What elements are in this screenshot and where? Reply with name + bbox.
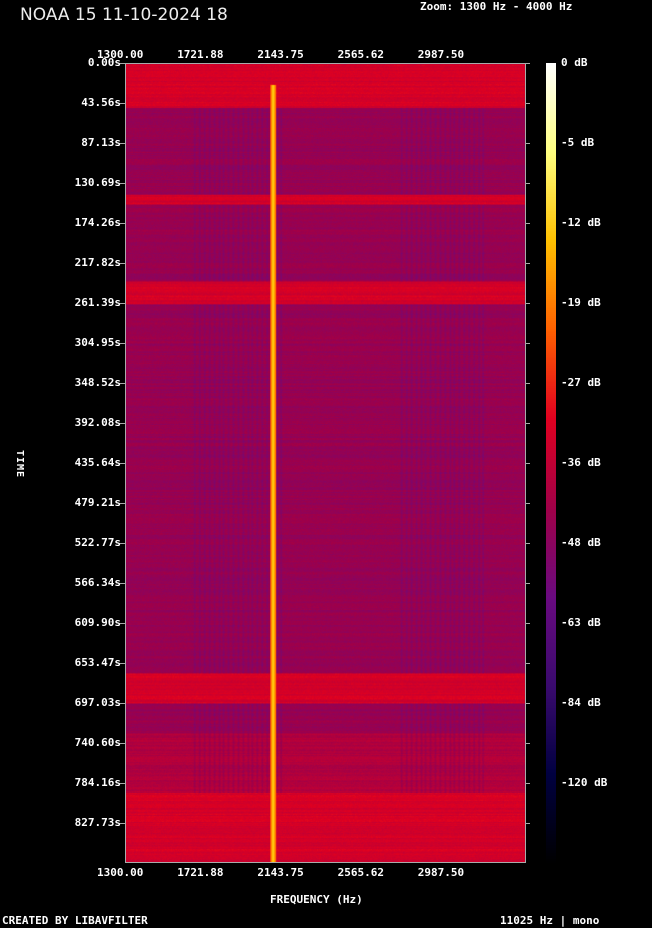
y-tick-right — [526, 503, 530, 504]
x-tick-label-top: 1300.00 — [97, 48, 144, 61]
y-tick-label: 479.21s — [74, 496, 121, 509]
x-tick-label-bottom: 2143.75 — [257, 866, 304, 879]
y-tick-label: 87.13s — [81, 136, 121, 149]
x-tick-label-top: 1721.88 — [177, 48, 224, 61]
y-tick-right — [526, 143, 530, 144]
y-tick-right — [526, 623, 530, 624]
y-tick — [120, 743, 125, 744]
y-tick-label: 435.64s — [74, 456, 121, 469]
colorbar-tick-label: -36 dB — [561, 456, 601, 469]
y-tick — [120, 623, 125, 624]
y-tick-label: 653.47s — [74, 656, 121, 669]
y-tick-right — [526, 543, 530, 544]
y-tick-right — [526, 303, 530, 304]
y-tick-right — [526, 383, 530, 384]
y-tick-label: 43.56s — [81, 96, 121, 109]
y-tick-label: 130.69s — [74, 176, 121, 189]
x-tick-label-top: 2565.62 — [337, 48, 384, 61]
colorbar-tick-label: -5 dB — [561, 136, 595, 149]
y-tick — [120, 63, 125, 64]
y-tick — [120, 383, 125, 384]
x-tick-label-bottom: 1300.00 — [97, 866, 144, 879]
y-tick-right — [526, 223, 530, 224]
y-tick — [120, 823, 125, 824]
footer-samplerate: 11025 Hz | mono — [500, 914, 600, 927]
y-tick-label: 0.00s — [87, 56, 121, 69]
y-tick-label: 261.39s — [74, 296, 121, 309]
colorbar-tick-label: -48 dB — [561, 536, 601, 549]
chart-title: NOAA 15 11-10-2024 18 — [20, 5, 228, 25]
y-tick-right — [526, 103, 530, 104]
x-tick-label-bottom: 2987.50 — [417, 866, 465, 879]
y-tick-label: 217.82s — [74, 256, 121, 269]
y-axis-label: TIME — [14, 450, 25, 479]
y-tick-label: 697.03s — [74, 696, 121, 709]
y-tick-label: 304.95s — [74, 336, 121, 349]
spectrogram-plot — [125, 63, 526, 863]
y-tick-label: 348.52s — [74, 376, 121, 389]
y-tick — [120, 503, 125, 504]
y-tick-right — [526, 343, 530, 344]
y-tick — [120, 703, 125, 704]
y-tick — [120, 263, 125, 264]
y-tick — [120, 143, 125, 144]
zoom-range: Zoom: 1300 Hz - 4000 Hz — [420, 0, 573, 13]
colorbar — [546, 63, 556, 863]
y-tick-right — [526, 703, 530, 704]
y-tick-right — [526, 263, 530, 264]
y-tick — [120, 663, 125, 664]
y-tick-right — [526, 663, 530, 664]
y-tick — [120, 423, 125, 424]
colorbar-tick-label: -84 dB — [561, 696, 601, 709]
y-tick — [120, 223, 125, 224]
y-tick-right — [526, 743, 530, 744]
colorbar-tick-label: -63 dB — [561, 616, 601, 629]
y-tick-label: 740.60s — [74, 736, 121, 749]
y-tick-right — [526, 183, 530, 184]
y-tick — [120, 103, 125, 104]
x-tick-label-bottom: 1721.88 — [177, 866, 224, 879]
x-tick-label-bottom: 2565.62 — [337, 866, 384, 879]
y-tick-label: 392.08s — [74, 416, 121, 429]
y-tick-label: 174.26s — [74, 216, 121, 229]
y-tick — [120, 183, 125, 184]
colorbar-tick-label: -12 dB — [561, 216, 601, 229]
colorbar-tick-label: -27 dB — [561, 376, 601, 389]
colorbar-tick-label: -19 dB — [561, 296, 601, 309]
y-tick-right — [526, 783, 530, 784]
x-axis-label: FREQUENCY (Hz) — [270, 893, 363, 906]
y-tick — [120, 343, 125, 344]
colorbar-tick-label: 0 dB — [561, 56, 588, 69]
y-tick-label: 522.77s — [74, 536, 121, 549]
colorbar-tick-label: -120 dB — [561, 776, 608, 789]
y-tick — [120, 783, 125, 784]
y-tick-label: 827.73s — [74, 816, 121, 829]
y-tick-right — [526, 823, 530, 824]
y-tick — [120, 463, 125, 464]
x-tick-label-top: 2987.50 — [417, 48, 465, 61]
y-tick-right — [526, 463, 530, 464]
y-tick-label: 609.90s — [74, 616, 121, 629]
y-tick-right — [526, 63, 530, 64]
y-tick-label: 566.34s — [74, 576, 121, 589]
y-tick-label: 784.16s — [74, 776, 121, 789]
footer-credit: CREATED BY LIBAVFILTER — [2, 914, 148, 927]
x-tick-label-top: 2143.75 — [257, 48, 304, 61]
y-tick-right — [526, 583, 530, 584]
y-tick — [120, 303, 125, 304]
y-tick — [120, 583, 125, 584]
y-tick-right — [526, 423, 530, 424]
y-tick — [120, 543, 125, 544]
